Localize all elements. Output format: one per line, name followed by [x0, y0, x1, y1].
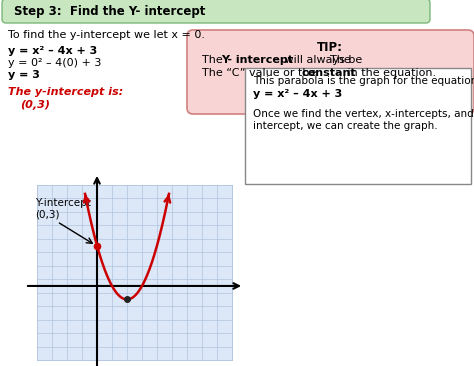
- Text: Once we find the vertex, x-intercepts, and y-
intercept, we can create the graph: Once we find the vertex, x-intercepts, a…: [253, 109, 474, 131]
- Text: in the equation.: in the equation.: [344, 68, 436, 78]
- FancyBboxPatch shape: [187, 30, 474, 114]
- Text: The “C” value or the: The “C” value or the: [202, 68, 320, 78]
- Text: This parabola is the graph for the equation:: This parabola is the graph for the equat…: [253, 76, 474, 86]
- Text: y = x² – 4x + 3: y = x² – 4x + 3: [8, 46, 97, 56]
- Text: TIP:: TIP:: [317, 41, 343, 54]
- Bar: [37, 185, 232, 360]
- Text: The y-intercept is:: The y-intercept is:: [8, 87, 123, 97]
- FancyBboxPatch shape: [2, 0, 430, 23]
- Text: To find the y-intercept we let x = 0.: To find the y-intercept we let x = 0.: [8, 30, 205, 40]
- Text: y = x² – 4x + 3: y = x² – 4x + 3: [253, 89, 342, 99]
- Text: y = 3: y = 3: [8, 70, 40, 80]
- Text: The: The: [202, 55, 226, 65]
- Text: Y-intercept: Y-intercept: [35, 198, 91, 208]
- Text: constant: constant: [302, 68, 356, 78]
- Text: Y- intercept: Y- intercept: [221, 55, 293, 65]
- Text: The: The: [330, 55, 354, 65]
- Text: will always be: will always be: [281, 55, 362, 65]
- Text: Step 3:  Find the Y- intercept: Step 3: Find the Y- intercept: [14, 4, 205, 18]
- Text: (0,3): (0,3): [35, 210, 60, 220]
- Text: y = 0² – 4(0) + 3: y = 0² – 4(0) + 3: [8, 58, 101, 68]
- Text: (0,3): (0,3): [20, 100, 50, 110]
- FancyBboxPatch shape: [245, 68, 471, 184]
